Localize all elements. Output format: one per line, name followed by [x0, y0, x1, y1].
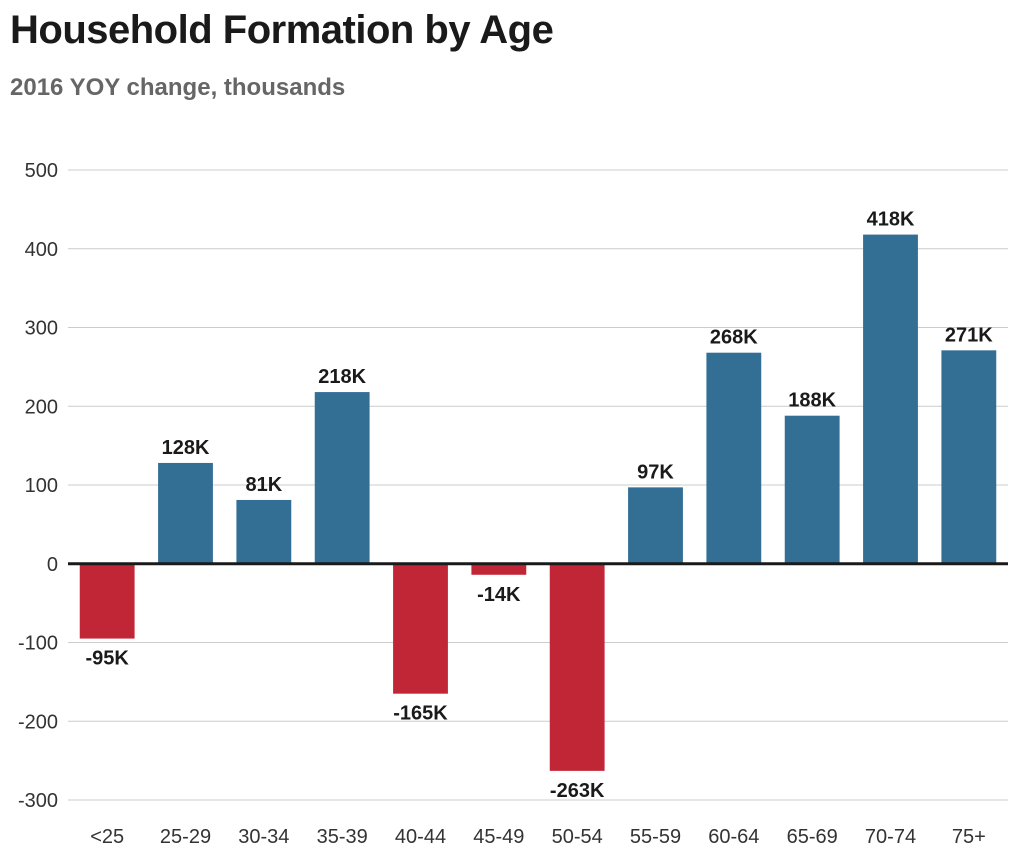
data-label: -95K — [85, 648, 129, 670]
y-tick-label: 500 — [25, 160, 58, 182]
bar — [784, 415, 840, 564]
data-label: 418K — [867, 209, 915, 231]
x-tick-label: 25-29 — [160, 826, 211, 848]
x-tick-label: 60-64 — [708, 826, 759, 848]
data-label: 188K — [788, 390, 836, 412]
bar — [706, 352, 762, 564]
x-tick-label: 35-39 — [317, 826, 368, 848]
chart-subtitle: 2016 YOY change, thousands — [10, 74, 346, 101]
y-tick-label: 100 — [25, 475, 58, 497]
bar — [393, 563, 448, 694]
data-label: 81K — [245, 474, 282, 496]
data-label: 268K — [710, 327, 758, 349]
data-label: 128K — [162, 437, 210, 459]
label-layer: 500 400 300 200 100 0 -100 -200 -300 -95K <25 128K 2… — [18, 160, 993, 848]
bar — [314, 392, 370, 564]
grid-layer — [68, 169, 1008, 801]
x-tick-label: 50-54 — [552, 826, 603, 848]
x-tick-label: 70-74 — [865, 826, 916, 848]
data-label: -263K — [550, 780, 605, 802]
x-tick-label: <25 — [90, 826, 124, 848]
bar — [158, 462, 213, 564]
data-label: 271K — [945, 324, 993, 346]
y-tick-label: 300 — [25, 318, 58, 340]
chart-title: Household Formation by Age — [10, 8, 554, 52]
y-tick-label: 200 — [25, 396, 58, 418]
data-label: -14K — [477, 584, 521, 606]
data-label: 218K — [318, 366, 366, 388]
bar-layer — [68, 234, 1008, 771]
data-label: -165K — [393, 703, 448, 725]
x-tick-label: 45-49 — [473, 826, 524, 848]
x-tick-label: 30-34 — [238, 826, 289, 848]
bar — [549, 563, 605, 771]
bar — [628, 487, 683, 564]
x-tick-label: 65-69 — [787, 826, 838, 848]
x-tick-label: 55-59 — [630, 826, 681, 848]
data-label: 97K — [637, 461, 674, 483]
bar — [941, 350, 997, 564]
y-tick-label: -100 — [18, 633, 58, 655]
y-tick-label: 0 — [47, 554, 58, 576]
bar — [236, 499, 292, 564]
y-tick-label: -300 — [18, 790, 58, 812]
bar — [79, 563, 135, 639]
bar — [471, 563, 527, 575]
y-tick-label: 400 — [25, 239, 58, 261]
x-tick-label: 40-44 — [395, 826, 446, 848]
y-tick-label: -200 — [18, 711, 58, 733]
x-tick-label: 75+ — [952, 826, 986, 848]
bar — [863, 234, 918, 564]
